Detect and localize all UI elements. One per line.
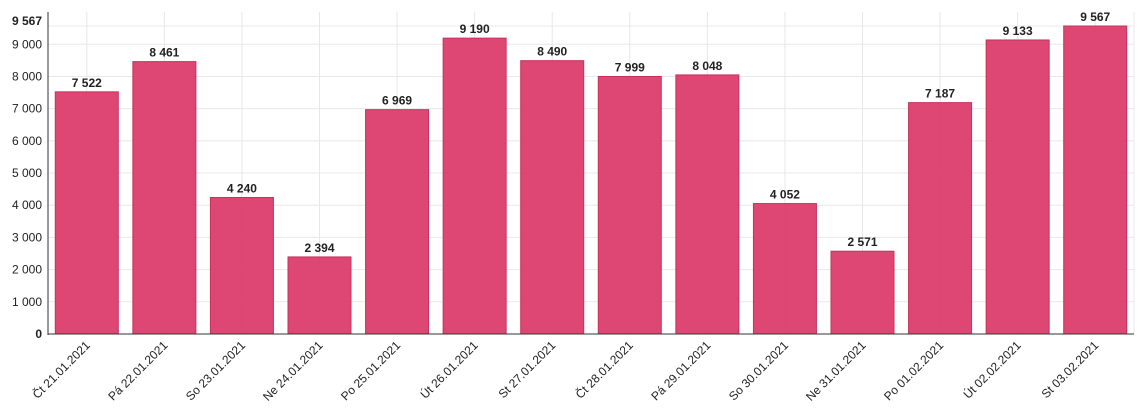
bar (830, 250, 895, 335)
bar-value-label: 9 567 (1080, 10, 1110, 24)
y-tick-label: 3 000 (12, 230, 42, 244)
bar-value-label: 8 461 (149, 46, 179, 60)
bar (442, 37, 507, 335)
x-tick-label: St 03.02.2021 (1039, 338, 1102, 401)
x-tick-label: Čt 28.01.2021 (572, 337, 636, 401)
x-tick-label: Út 26.01.2021 (417, 337, 481, 401)
y-tick-label: 6 000 (12, 134, 42, 148)
x-tick-label: Čt 21.01.2021 (29, 337, 93, 401)
bar (908, 102, 973, 335)
bar (209, 196, 274, 335)
y-tick-label: 8 000 (12, 69, 42, 83)
bar-value-label: 4 240 (227, 181, 257, 195)
x-tick-label: Út 02.02.2021 (960, 337, 1024, 401)
bar (752, 203, 817, 335)
bar-value-label: 7 522 (72, 76, 102, 90)
y-tick-label: 1 000 (12, 295, 42, 309)
y-tick-label: 9 000 (12, 37, 42, 51)
y-tick-label: 0 (35, 327, 42, 341)
x-tick-label: St 27.01.2021 (496, 338, 559, 401)
bar (520, 60, 585, 335)
bar-value-label: 7 187 (925, 87, 955, 101)
bar (132, 61, 197, 335)
y-tick-label: 9 567 (12, 14, 42, 28)
bar (287, 256, 352, 335)
x-tick-label: So 30.01.2021 (726, 338, 791, 403)
bar-value-label: 8 490 (537, 45, 567, 59)
x-tick-label: Pá 29.01.2021 (648, 338, 713, 403)
y-tick-label: 7 000 (12, 102, 42, 116)
x-tick-label: Po 25.01.2021 (338, 338, 403, 403)
bar-layer (54, 25, 1128, 335)
y-tick-label: 4 000 (12, 198, 42, 212)
bar-value-label: 8 048 (692, 59, 722, 73)
y-tick-label: 5 000 (12, 166, 42, 180)
x-tick-label: Pá 22.01.2021 (105, 338, 170, 403)
axis-layer (47, 12, 1134, 335)
bar (1063, 25, 1128, 335)
bar (365, 109, 430, 335)
bar (597, 75, 662, 335)
y-tick-label: 2 000 (12, 263, 42, 277)
bar (985, 39, 1050, 335)
bar-value-label: 4 052 (770, 188, 800, 202)
bar-value-label: 2 571 (847, 235, 877, 249)
x-tick-label: Po 01.02.2021 (881, 338, 946, 403)
bar (675, 74, 740, 335)
bar (54, 91, 119, 335)
bar-value-label: 9 190 (460, 22, 490, 36)
bar-value-label: 9 133 (1003, 24, 1033, 38)
bar-value-label: 2 394 (304, 241, 334, 255)
x-tick-label: Ne 24.01.2021 (260, 338, 326, 404)
x-tick-label: Ne 31.01.2021 (803, 338, 869, 404)
bar-value-label: 6 969 (382, 94, 412, 108)
x-tick-label: So 23.01.2021 (183, 338, 248, 403)
bar-value-label: 7 999 (615, 60, 645, 74)
